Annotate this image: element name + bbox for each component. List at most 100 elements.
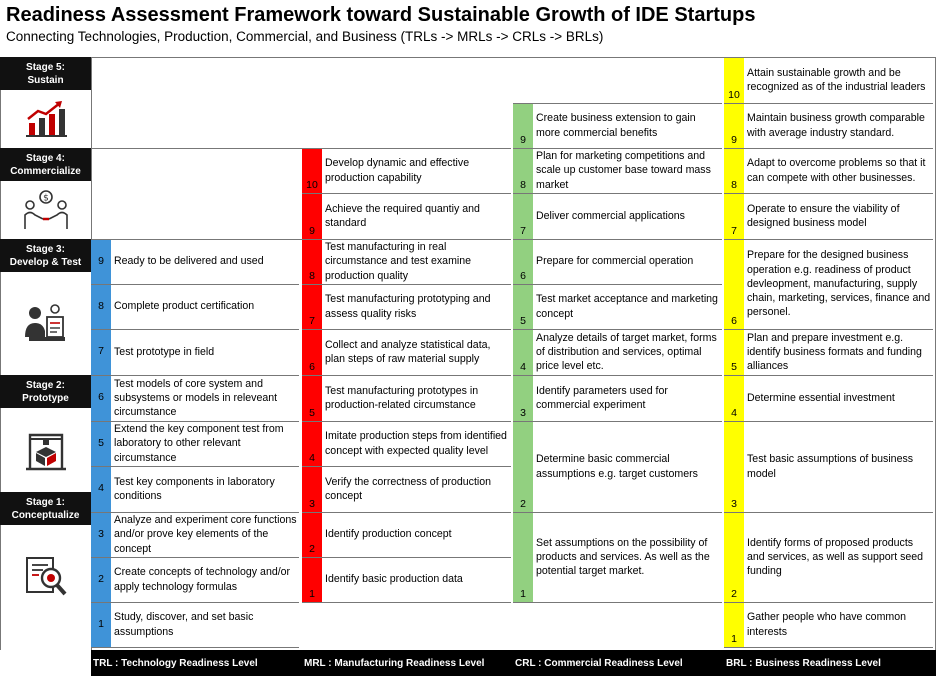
stage-4-number: Stage 4: bbox=[26, 152, 65, 164]
mrl-row-divider bbox=[302, 193, 511, 194]
crl-level-number: 2 bbox=[520, 498, 526, 510]
mrl-row-divider bbox=[302, 329, 511, 330]
mrl-level-description: Identify basic production data bbox=[325, 573, 463, 586]
crl-level-description: Determine basic commercial assumptions e… bbox=[536, 453, 698, 480]
crl-level-number: 1 bbox=[520, 588, 526, 600]
stage-3-name: Develop & Test bbox=[9, 256, 82, 268]
crl-row-divider bbox=[513, 375, 722, 376]
crl-level-number: 5 bbox=[520, 315, 526, 327]
grid-line bbox=[0, 57, 1, 650]
brl-level-description: Prepare for the designed business operat… bbox=[747, 249, 931, 319]
brl-level-description: Maintain business growth comparable with… bbox=[747, 112, 925, 139]
mrl-level-description: Collect and analyze statistical data, pl… bbox=[325, 338, 491, 365]
brl-level-number: 10 bbox=[728, 89, 740, 101]
stage-1-number: Stage 1: bbox=[26, 496, 65, 508]
mrl-level-description: Imitate production steps from identified… bbox=[325, 430, 507, 457]
trl-row-divider bbox=[91, 557, 299, 558]
mrl-level-description: Test manufacturing in real circumstance … bbox=[325, 241, 472, 282]
mrl-level-description: Identify production concept bbox=[325, 528, 452, 541]
mrl-level-number: 5 bbox=[309, 407, 315, 419]
crl-row-divider bbox=[513, 512, 722, 513]
idea-search-icon bbox=[0, 525, 91, 625]
crl-row-divider bbox=[513, 421, 722, 422]
brl-level-description: Operate to ensure the viability of desig… bbox=[747, 202, 900, 229]
brl-row-divider bbox=[724, 103, 933, 104]
trl-level-number: 5 bbox=[98, 436, 104, 449]
trl-level-number: 4 bbox=[98, 482, 104, 494]
mrl-row-divider bbox=[302, 557, 511, 558]
trl-level-number: 9 bbox=[98, 254, 104, 267]
brl-level-description: Gather people who have common interests bbox=[747, 611, 906, 638]
mrl-level-number: 7 bbox=[309, 315, 315, 327]
trl-level-number: 8 bbox=[98, 299, 104, 312]
legend-mrl: MRL : Manufacturing Readiness Level bbox=[304, 658, 485, 669]
mrl-row-divider bbox=[302, 284, 511, 285]
mrl-level-description: Develop dynamic and effective production… bbox=[325, 157, 470, 184]
mrl-level-number: 8 bbox=[309, 270, 315, 282]
mrl-level-number: 3 bbox=[309, 498, 315, 510]
trl-row-divider bbox=[91, 647, 299, 648]
legend-trl: TRL : Technology Readiness Level bbox=[93, 658, 258, 669]
crl-top-border bbox=[513, 103, 722, 104]
brl-row-divider bbox=[724, 148, 933, 149]
growth-chart-icon bbox=[0, 90, 91, 148]
crl-row-divider bbox=[513, 239, 722, 240]
trl-row-divider bbox=[91, 512, 299, 513]
prototype-box-icon bbox=[0, 408, 91, 492]
stage-4-header: Stage 4: Commercialize bbox=[0, 148, 91, 181]
brl-level-number: 8 bbox=[731, 179, 737, 191]
crl-level-number: 6 bbox=[520, 270, 526, 282]
trl-level-description: Extend the key component test from labor… bbox=[114, 423, 284, 464]
trl-level-bar bbox=[91, 239, 111, 647]
trl-top-border bbox=[91, 239, 299, 240]
grid-line bbox=[0, 57, 936, 58]
crl-level-number: 4 bbox=[520, 361, 526, 373]
trl-level-description: Test models of core system and subsystem… bbox=[114, 377, 278, 419]
brl-level-bar bbox=[724, 57, 744, 647]
mrl-level-description: Verify the correctness of production con… bbox=[325, 475, 492, 502]
trl-level-description: Analyze and experiment core functions an… bbox=[114, 514, 297, 555]
trl-level-description: Create concepts of technology and/or app… bbox=[114, 566, 291, 593]
handshake-money-icon: $ bbox=[0, 181, 91, 239]
trl-level-description: Ready to be delivered and used bbox=[114, 255, 264, 268]
stage-2-number: Stage 2: bbox=[26, 379, 65, 391]
mrl-row-divider bbox=[302, 375, 511, 376]
trl-row-divider bbox=[91, 466, 299, 467]
brl-top-border bbox=[724, 57, 933, 58]
trl-row-divider bbox=[91, 421, 299, 422]
mrl-level-number: 1 bbox=[309, 588, 315, 600]
stage-5-header: Stage 5: Sustain bbox=[0, 57, 91, 90]
stage-4-name: Commercialize bbox=[10, 165, 81, 177]
brl-row-divider bbox=[724, 239, 933, 240]
crl-level-number: 3 bbox=[520, 407, 526, 419]
brl-level-number: 7 bbox=[731, 225, 737, 237]
trl-row-divider bbox=[91, 602, 299, 603]
brl-row-divider bbox=[724, 193, 933, 194]
trl-row-divider bbox=[91, 329, 299, 330]
crl-level-number: 8 bbox=[520, 179, 526, 191]
stage-2-name: Prototype bbox=[22, 392, 69, 404]
legend-crl: CRL : Commercial Readiness Level bbox=[515, 658, 683, 669]
mrl-level-description: Test manufacturing prototypes in product… bbox=[325, 384, 479, 411]
page-title: Readiness Assessment Framework toward Su… bbox=[6, 4, 756, 26]
mrl-level-number: 6 bbox=[309, 361, 315, 373]
trl-level-number: 1 bbox=[98, 617, 104, 630]
stage-1-header: Stage 1: Conceptualize bbox=[0, 492, 91, 525]
mrl-row-divider bbox=[302, 512, 511, 513]
stage-5-name: Sustain bbox=[27, 74, 64, 86]
crl-row-divider bbox=[513, 329, 722, 330]
brl-level-description: Identify forms of proposed products and … bbox=[747, 536, 924, 578]
page-subtitle: Connecting Technologies, Production, Com… bbox=[6, 29, 604, 44]
mrl-level-description: Achieve the required quantiy and standar… bbox=[325, 202, 480, 229]
brl-level-number: 9 bbox=[731, 134, 737, 146]
trl-row-divider bbox=[91, 375, 299, 376]
mrl-row-divider bbox=[302, 239, 511, 240]
testing-person-icon bbox=[0, 272, 91, 375]
crl-level-description: Create business extension to gain more c… bbox=[536, 112, 696, 139]
svg-text:$: $ bbox=[43, 194, 49, 204]
mrl-level-number: 4 bbox=[309, 452, 315, 464]
crl-level-description: Set assumptions on the possibility of pr… bbox=[536, 536, 710, 578]
crl-row-divider bbox=[513, 284, 722, 285]
legend-brl: BRL : Business Readiness Level bbox=[726, 658, 881, 669]
brl-level-description: Adapt to overcome problems so that it ca… bbox=[747, 157, 926, 184]
